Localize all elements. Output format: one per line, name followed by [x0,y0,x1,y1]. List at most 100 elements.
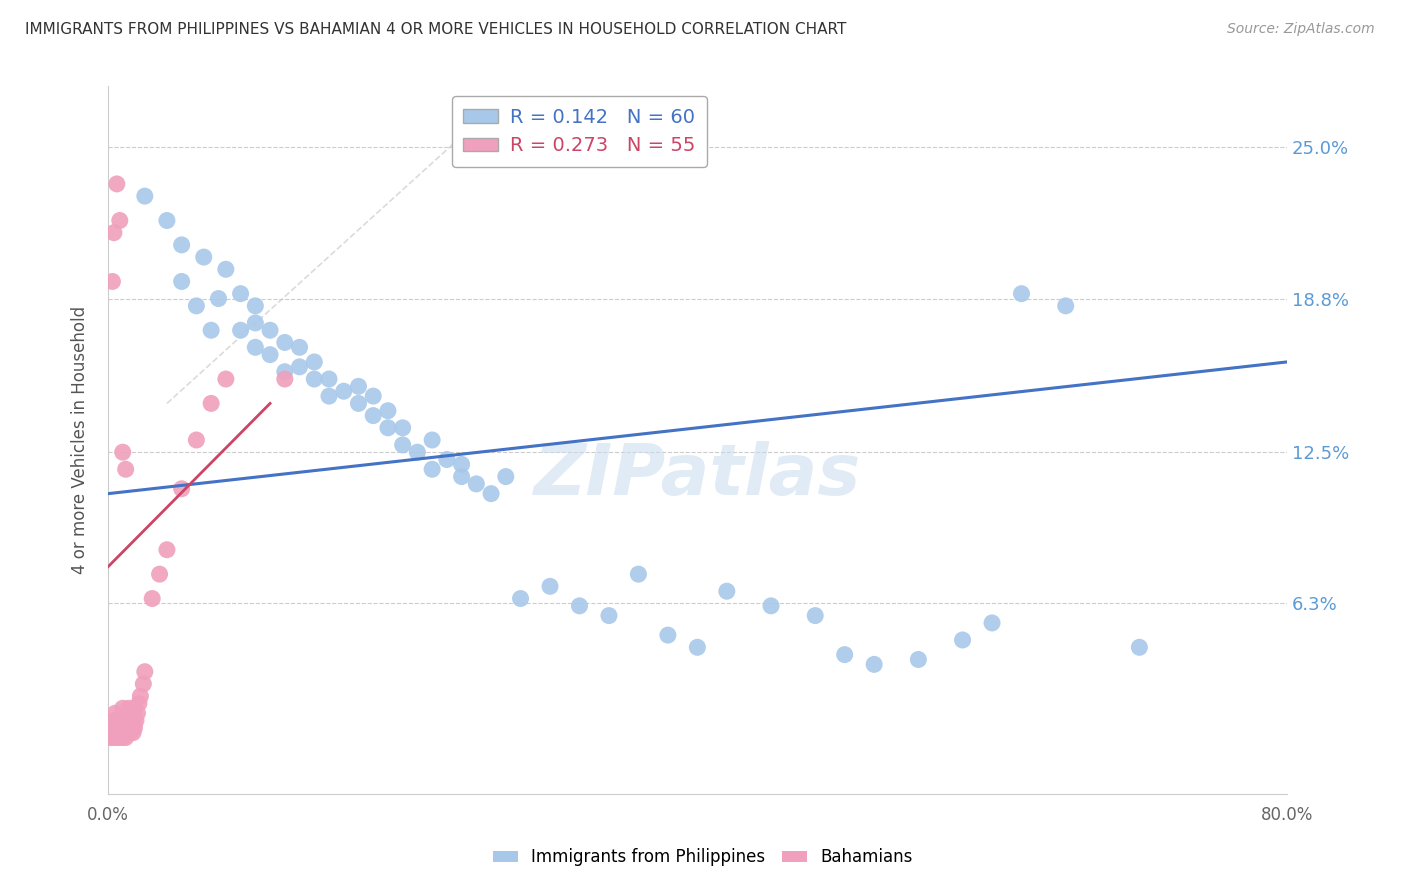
Point [465,476,488,491]
Point [111,731,134,745]
Point [568,599,591,613]
Point [111,701,134,715]
Point [148,567,170,582]
Point [598,608,620,623]
Point [318,389,340,403]
Point [156,213,179,227]
Legend: R = 0.142   N = 60, R = 0.273   N = 55: R = 0.142 N = 60, R = 0.273 N = 55 [451,96,707,167]
Point [103,731,125,745]
Point [347,379,370,393]
Point [1128,640,1150,655]
Point [111,445,134,459]
Point [141,591,163,606]
Point [495,469,517,483]
Point [863,657,886,672]
Point [391,421,413,435]
Point [107,721,129,735]
Point [186,433,208,447]
Point [193,250,215,264]
Point [200,323,222,337]
Point [538,579,561,593]
Point [110,725,132,739]
Point [107,725,129,739]
Text: Source: ZipAtlas.com: Source: ZipAtlas.com [1227,22,1375,37]
Point [245,340,267,354]
Point [101,275,124,289]
Point [627,567,650,582]
Point [759,599,782,613]
Point [170,482,193,496]
Point [114,462,136,476]
Point [127,706,149,721]
Point [101,725,124,739]
Point [120,714,142,728]
Point [215,262,238,277]
Point [103,714,125,728]
Point [834,648,856,662]
Point [121,706,143,721]
Point [122,714,145,728]
Point [406,445,429,459]
Point [122,725,145,739]
Point [332,384,354,399]
Point [274,335,297,350]
Point [170,238,193,252]
Point [112,721,135,735]
Point [361,409,384,423]
Point [229,286,252,301]
Point [288,359,311,374]
Point [117,721,139,735]
Point [361,389,384,403]
Point [115,725,138,739]
Point [259,323,281,337]
Point [377,403,399,417]
Point [125,714,148,728]
Point [108,731,131,745]
Point [347,396,370,410]
Point [274,365,297,379]
Point [115,706,138,721]
Point [121,721,143,735]
Point [200,396,222,410]
Legend: Immigrants from Philippines, Bahamians: Immigrants from Philippines, Bahamians [486,842,920,873]
Point [304,372,326,386]
Point [112,725,135,739]
Point [804,608,827,623]
Point [110,721,132,735]
Y-axis label: 4 or more Vehicles in Household: 4 or more Vehicles in Household [72,306,89,574]
Point [104,721,127,735]
Point [245,316,267,330]
Point [686,640,709,655]
Point [105,177,128,191]
Point [450,458,472,472]
Point [186,299,208,313]
Point [509,591,531,606]
Point [117,701,139,715]
Point [391,438,413,452]
Point [128,697,150,711]
Point [436,452,458,467]
Point [134,665,156,679]
Point [288,340,311,354]
Text: 0.0%: 0.0% [87,805,129,824]
Point [105,714,128,728]
Point [952,632,974,647]
Point [215,372,238,386]
Point [111,714,134,728]
Point [259,348,281,362]
Text: IMMIGRANTS FROM PHILIPPINES VS BAHAMIAN 4 OR MORE VEHICLES IN HOUSEHOLD CORRELAT: IMMIGRANTS FROM PHILIPPINES VS BAHAMIAN … [25,22,846,37]
Point [304,355,326,369]
Point [1011,286,1033,301]
Point [114,714,136,728]
Point [108,714,131,728]
Point [101,721,124,735]
Point [114,731,136,745]
Point [105,731,128,745]
Point [104,725,127,739]
Point [170,275,193,289]
Point [124,701,146,715]
Point [420,433,443,447]
Point [207,292,229,306]
Point [124,721,146,735]
Point [104,706,127,721]
